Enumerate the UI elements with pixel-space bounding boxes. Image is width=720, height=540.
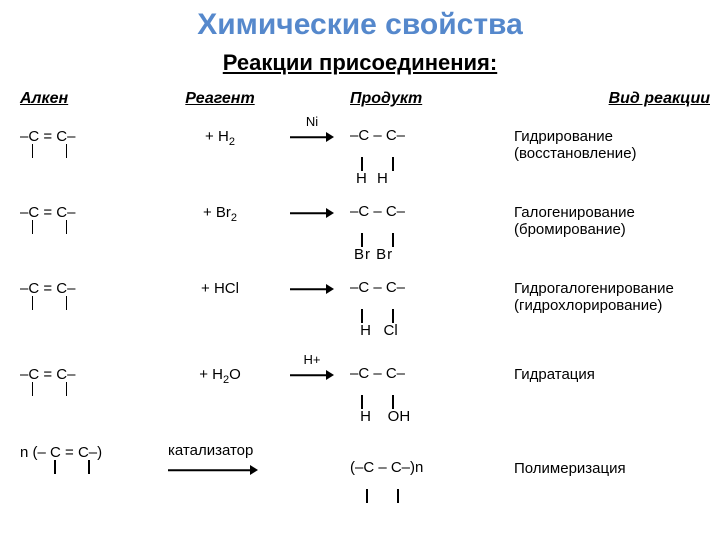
product-cell: –C – C– H OH xyxy=(350,338,510,424)
reagent-cell: + H2O xyxy=(150,338,290,408)
col-reaction: Вид реакции xyxy=(510,90,710,108)
product-cell: –C – C– Br Br xyxy=(350,186,510,262)
reagent-text: + H xyxy=(205,128,229,145)
product-substituents: H Cl xyxy=(350,323,510,338)
reagent-cell: + H2 xyxy=(150,108,290,178)
arrow-icon: Ni xyxy=(290,130,334,144)
col-alkene: Алкен xyxy=(20,90,150,108)
col-reagent: Реагент xyxy=(150,90,290,108)
alkene-formula: –C = C– xyxy=(20,128,75,145)
product-formula: (–C – C–)n xyxy=(350,460,510,475)
col-product: Продукт xyxy=(350,90,510,108)
arrow-icon xyxy=(290,282,334,296)
alkene-formula: –C = C– xyxy=(20,366,75,383)
reaction-type: Полимеризация xyxy=(510,424,710,477)
product-formula: –C – C– xyxy=(350,366,510,381)
product-formula: –C – C– xyxy=(350,280,510,295)
page-subtitle: Реакции присоединения: xyxy=(20,50,700,76)
catalyst-cell: катализатор xyxy=(150,424,350,478)
product-formula: –C – C– xyxy=(350,128,510,143)
product-cell: –C – C– H Cl xyxy=(350,262,510,338)
alkene-cell: –C = C– xyxy=(20,186,150,256)
reaction-table: Алкен Реагент Продукт Вид реакции –C = C… xyxy=(20,90,700,490)
reagent-text: + HCl xyxy=(201,280,239,297)
arrow-cell: H+ xyxy=(290,338,350,408)
alkene-formula: n (– C = C–) xyxy=(20,444,102,461)
alkene-cell: –C = C– xyxy=(20,338,150,408)
alkene-cell: n (– C = C–) xyxy=(20,424,150,461)
reaction-type: Гидратация xyxy=(510,338,710,408)
product-substituents: H H xyxy=(350,171,510,186)
arrow-icon xyxy=(168,463,258,477)
product-substituents: H OH xyxy=(350,409,510,424)
product-cell: –C – C– H H xyxy=(350,108,510,186)
arrow-label: H+ xyxy=(304,352,321,367)
page-title: Химические свойства xyxy=(20,8,700,42)
product-cell: (–C – C–)n xyxy=(350,424,510,490)
arrow-cell xyxy=(290,262,350,332)
alkene-cell: –C = C– xyxy=(20,108,150,178)
reagent-cell: + Br2 xyxy=(150,186,290,256)
arrow-cell: Ni xyxy=(290,108,350,178)
alkene-formula: –C = C– xyxy=(20,280,75,297)
product-formula: –C – C– xyxy=(350,204,510,219)
reagent-tail: O xyxy=(229,366,241,383)
reagent-sub: 2 xyxy=(231,212,237,224)
reaction-type: Гидрогалогенирование (гидрохлорирование) xyxy=(510,262,710,332)
arrow-label: Ni xyxy=(306,114,318,129)
reagent-cell: + HCl xyxy=(150,262,290,332)
alkene-cell: –C = C– xyxy=(20,262,150,332)
catalyst-label: катализатор xyxy=(168,442,350,459)
arrow-cell xyxy=(290,186,350,256)
reaction-type: Галогенирование (бромирование) xyxy=(510,186,710,256)
reagent-sub: 2 xyxy=(229,136,235,148)
reagent-text: + H xyxy=(199,366,223,383)
reagent-text: + Br xyxy=(203,204,231,221)
product-substituents: Br Br xyxy=(350,247,510,262)
arrow-icon xyxy=(290,206,334,220)
reaction-type: Гидрирование (восстановление) xyxy=(510,108,710,178)
arrow-icon: H+ xyxy=(290,368,334,382)
alkene-formula: –C = C– xyxy=(20,204,75,221)
